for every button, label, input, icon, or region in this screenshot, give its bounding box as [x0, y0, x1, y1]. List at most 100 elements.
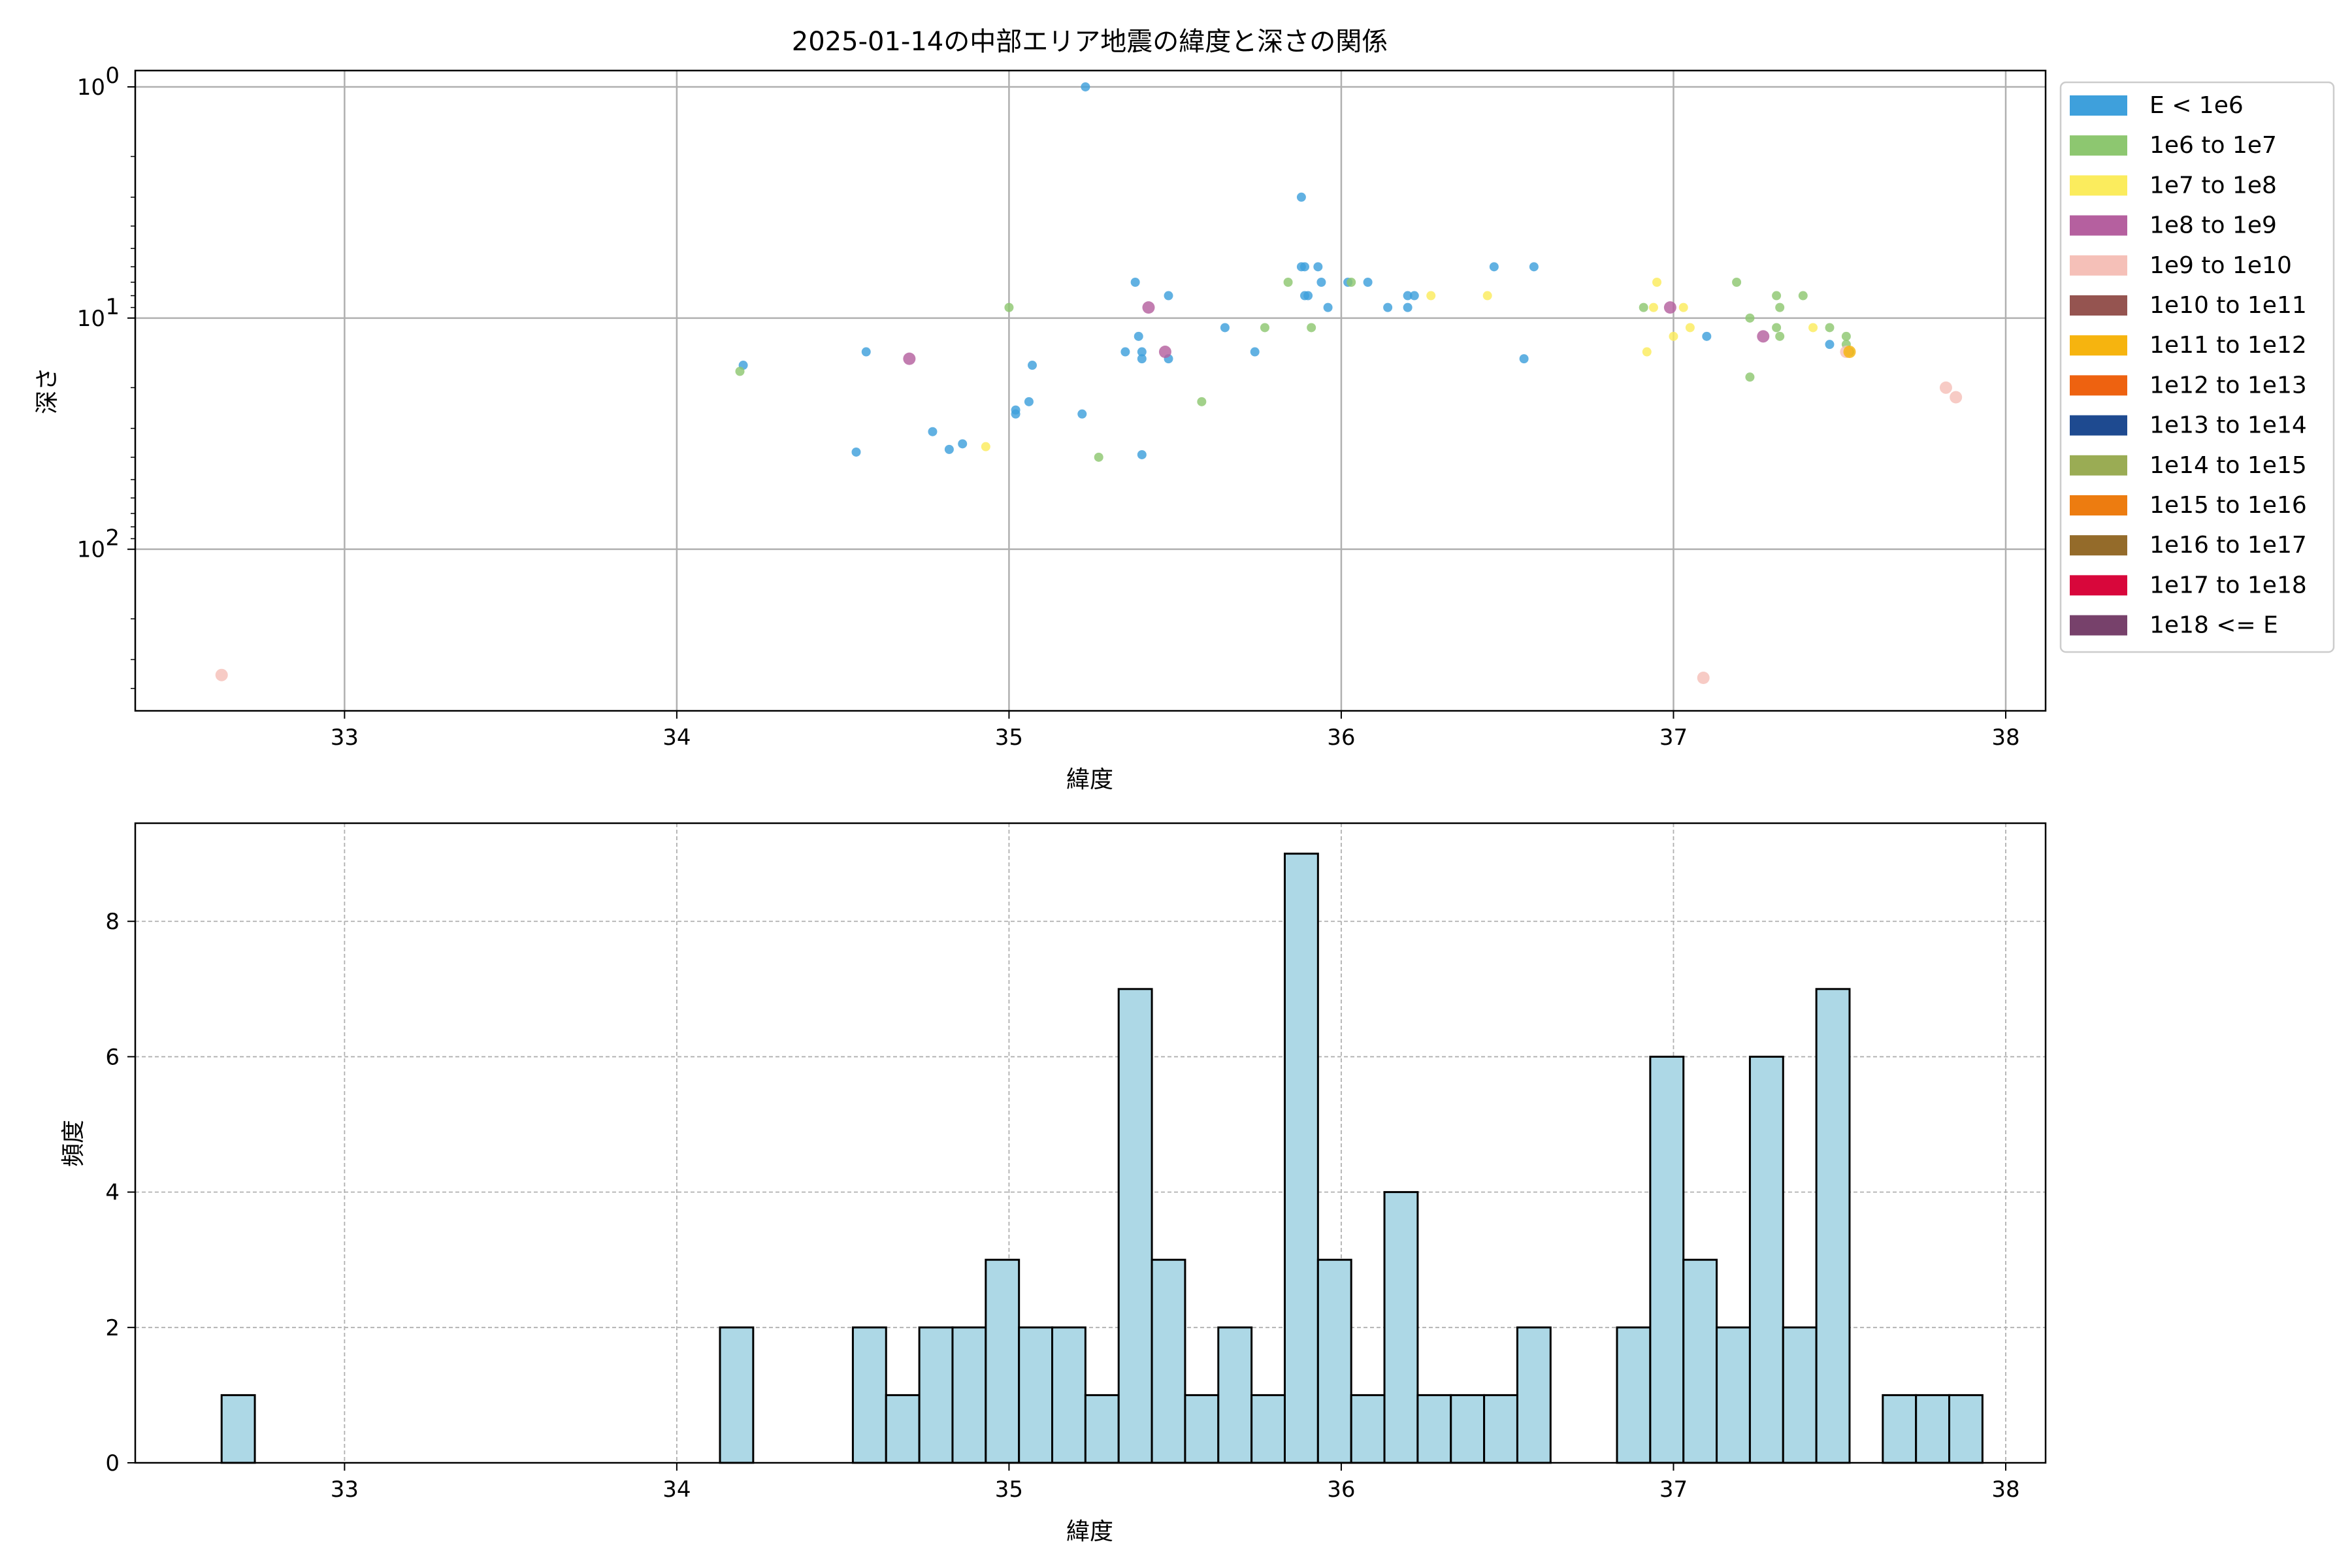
scatter-point [1164, 291, 1173, 301]
histogram-bar [719, 1326, 755, 1464]
legend-swatch [2070, 375, 2127, 396]
histogram-bar [1483, 1394, 1518, 1464]
legend-label: 1e10 to 1e11 [2149, 292, 2307, 319]
scatter-point [1678, 302, 1688, 312]
scatter-point [958, 439, 968, 449]
scatter-point [735, 367, 745, 376]
legend-swatch [2070, 175, 2127, 196]
scatter-x-tick-label: 34 [662, 725, 691, 751]
scatter-point [1011, 409, 1021, 419]
histogram-x-tick-label: 33 [331, 1477, 359, 1503]
scatter-point [1383, 302, 1393, 312]
scatter-point [1642, 347, 1652, 357]
histogram-y-tick-label: 2 [105, 1315, 120, 1341]
histogram-y-axis-label: 頻度 [60, 1120, 87, 1167]
scatter-point [1250, 347, 1260, 357]
scatter-x-tick-label: 38 [1991, 725, 2019, 751]
scatter-point [1137, 449, 1147, 459]
scatter-point [1094, 452, 1103, 462]
legend-label: 1e17 to 1e18 [2149, 572, 2307, 598]
legend-label: 1e8 to 1e9 [2149, 212, 2277, 239]
scatter-point [861, 347, 871, 357]
scatter-point [1307, 323, 1316, 333]
histogram-bar [1217, 1326, 1253, 1464]
legend-label: 1e11 to 1e12 [2149, 332, 2307, 359]
histogram-bar [1383, 1191, 1419, 1464]
scatter-point [1024, 397, 1034, 406]
scatter-point [944, 444, 954, 454]
scatter-x-tick-label: 35 [995, 725, 1023, 751]
legend-frame [2059, 81, 2335, 653]
scatter-point [1519, 354, 1529, 364]
scatter-point [1081, 82, 1090, 91]
scatter-grid [135, 71, 2046, 711]
scatter-point [1158, 346, 1171, 359]
legend-label: 1e7 to 1e8 [2149, 172, 2277, 199]
histogram-bar [1748, 1055, 1784, 1464]
scatter-point [1652, 278, 1662, 287]
histogram-bar [1716, 1326, 1751, 1464]
histogram-bar [220, 1394, 256, 1464]
scatter-point [1529, 262, 1539, 272]
histogram-y-tick-label: 6 [105, 1044, 120, 1070]
scatter-point [903, 352, 916, 365]
legend-swatch [2070, 455, 2127, 476]
histogram-bar [1151, 1258, 1186, 1464]
scatter-point [1137, 354, 1147, 364]
scatter-y-tick-exponent: 0 [105, 63, 120, 89]
histogram-bar [1018, 1326, 1054, 1464]
scatter-point [1745, 372, 1755, 382]
scatter-point [1409, 291, 1419, 301]
scatter-point [1130, 278, 1140, 287]
histogram-bar [1250, 1394, 1286, 1464]
scatter-point [1077, 409, 1087, 419]
scatter-point [1798, 291, 1808, 301]
histogram-bar [1283, 853, 1319, 1464]
histogram-bar [1815, 988, 1851, 1464]
histogram-x-tick-label: 35 [995, 1477, 1023, 1503]
histogram-x-ticks: 33 34 35 36 37 38 [331, 1463, 2020, 1503]
legend-swatch [2070, 215, 2127, 236]
histogram-bar [851, 1326, 887, 1464]
scatter-point [1197, 397, 1207, 406]
legend-label: 1e14 to 1e15 [2149, 452, 2307, 479]
legend-swatch [2070, 135, 2127, 156]
legend-label: 1e9 to 1e10 [2149, 252, 2292, 279]
scatter-point [1426, 291, 1436, 301]
scatter-point [1685, 323, 1695, 333]
histogram-bar [1184, 1394, 1220, 1464]
legend-label: 1e16 to 1e17 [2149, 532, 2307, 559]
scatter-point [1313, 262, 1323, 272]
legend-swatch [2070, 535, 2127, 556]
scatter-point [1120, 347, 1130, 357]
legend-label: 1e13 to 1e14 [2149, 412, 2307, 439]
scatter-point [1489, 262, 1499, 272]
histogram-bar [1350, 1394, 1386, 1464]
scatter-point [1363, 278, 1373, 287]
scatter-points [215, 82, 1963, 685]
histogram-bar [1416, 1394, 1452, 1464]
scatter-axes-frame [134, 69, 2047, 712]
scatter-point [1347, 278, 1356, 287]
histogram-bar [1084, 1394, 1120, 1464]
legend-swatch [2070, 255, 2127, 276]
scatter-point [851, 447, 861, 457]
legend-label: 1e12 to 1e13 [2149, 372, 2307, 399]
histogram-bar [885, 1394, 921, 1464]
scatter-point [1697, 672, 1710, 685]
histogram-x-tick-label: 37 [1659, 1477, 1688, 1503]
scatter-point [1825, 323, 1835, 333]
scatter-title: 2025-01-14の中部エリア地震の緯度と深さの関係 [792, 27, 1388, 57]
scatter-y-tick-label: 10 [77, 537, 105, 563]
scatter-point [981, 442, 990, 451]
scatter-point [1775, 302, 1785, 312]
scatter-point [1299, 262, 1309, 272]
histogram-bar [1616, 1326, 1652, 1464]
scatter-y-tick-label: 10 [77, 74, 105, 101]
scatter-point [1220, 323, 1230, 333]
scatter-point [1648, 302, 1658, 312]
scatter-point [1323, 302, 1333, 312]
scatter-point [1732, 278, 1742, 287]
scatter-point [1841, 331, 1851, 341]
